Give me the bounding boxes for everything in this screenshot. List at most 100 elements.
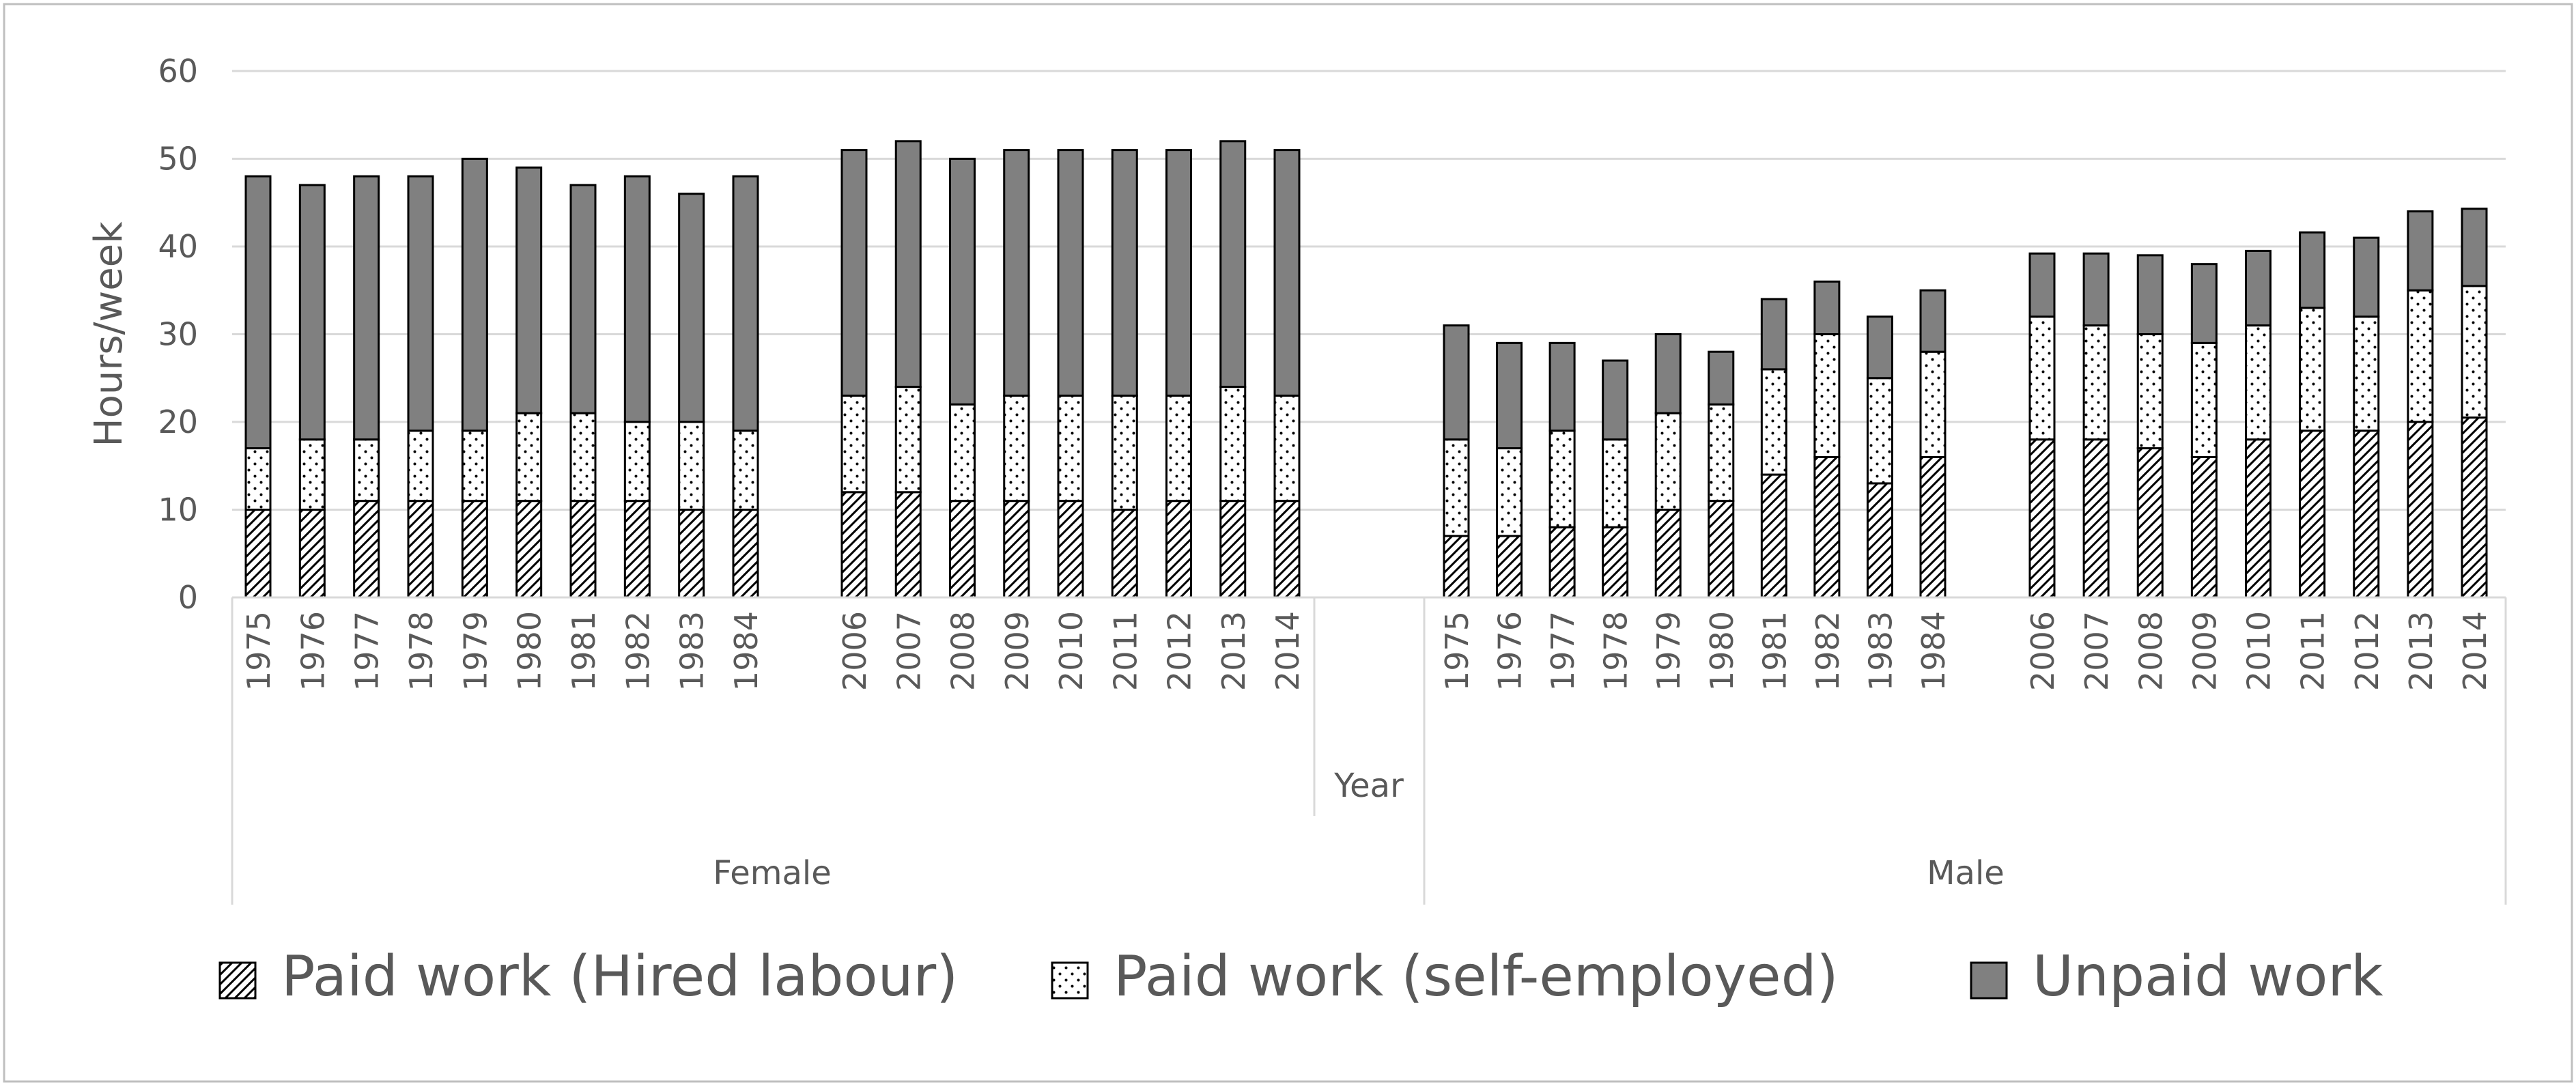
bar-segment	[2028, 315, 2056, 441]
bar-segment	[732, 175, 759, 432]
legend-label: Paid work (Hired labour)	[281, 944, 958, 1009]
bar-segment	[1165, 500, 1192, 599]
bar-segment	[732, 429, 759, 511]
y-tick-label: 20	[158, 404, 198, 440]
bar-segment	[244, 509, 272, 599]
bar-segment	[569, 412, 597, 503]
bar-segment	[2245, 249, 2271, 327]
bar-segment	[515, 500, 543, 599]
bar-segment	[1443, 535, 1470, 599]
bar-segment	[1708, 500, 1735, 599]
bar-segment	[1813, 455, 1841, 599]
bar-segment	[1602, 526, 1629, 599]
bar-segment	[1919, 455, 1947, 599]
bar-segment	[1760, 368, 1787, 476]
legend-label: Unpaid work	[2033, 944, 2383, 1009]
year-axis-label: Year	[1333, 767, 1404, 805]
bar-segment	[407, 500, 434, 599]
bar-segment	[569, 500, 597, 599]
bar-segment	[2353, 429, 2380, 599]
bar-segment	[2461, 285, 2488, 419]
bar-segment	[949, 403, 976, 503]
x-tick-label: 2006	[836, 611, 873, 691]
x-tick-label: 1984	[1915, 611, 1952, 691]
bar-segment	[1548, 526, 1576, 599]
bar-segment	[2028, 252, 2056, 318]
bar-segment	[1919, 289, 1947, 353]
bar-segment	[515, 166, 543, 414]
y-tick-label: 0	[178, 579, 198, 616]
bar-segment	[1866, 482, 1893, 599]
x-tick-label: 2007	[2078, 611, 2115, 691]
bar-segment	[461, 158, 488, 432]
bar-segment	[1813, 280, 1841, 335]
bar-segment	[1443, 438, 1470, 537]
x-tick-label: 1978	[1598, 611, 1634, 691]
bar-segment	[407, 429, 434, 503]
x-tick-label: 1977	[1544, 611, 1581, 691]
bar-segment	[1654, 509, 1682, 599]
x-tick-label: 1982	[619, 611, 656, 691]
x-tick-label: 2006	[2024, 611, 2061, 691]
bar-segment	[894, 386, 922, 494]
bar-segment	[949, 500, 976, 599]
legend-swatch	[1051, 961, 1089, 1000]
x-tick-label: 2012	[2349, 611, 2386, 691]
bar-segment	[2136, 447, 2164, 599]
bar-segment	[732, 509, 759, 599]
bar-segment	[2299, 231, 2326, 309]
bar-segment	[1273, 149, 1301, 397]
x-tick-label: 1976	[294, 611, 331, 691]
x-tick-label: 2007	[890, 611, 927, 691]
bar-segment	[1111, 394, 1138, 511]
bar-segment	[1496, 535, 1523, 599]
group-label: Male	[1927, 854, 2005, 892]
bar-segment	[2407, 421, 2434, 599]
bar-segment	[1708, 403, 1735, 503]
gridlines	[232, 70, 2506, 511]
bar-segment	[1602, 438, 1629, 528]
x-tick-label: 1975	[1439, 611, 1475, 691]
x-axis: 1975 1976 1977 1978 1979 1980 1981 1982 1983 1984…	[231, 596, 2507, 905]
bar-segment	[1219, 386, 1247, 503]
x-tick-label: 1982	[1809, 611, 1846, 691]
bar-segment	[1919, 350, 1947, 458]
x-tick-label: 2011	[1107, 611, 1144, 691]
bars	[244, 140, 2488, 599]
bar-segment	[949, 158, 976, 406]
bar-segment	[244, 175, 272, 450]
legend-label: Paid work (self-employed)	[1114, 944, 1839, 1009]
bar-segment	[353, 500, 380, 599]
x-tick-label: 1976	[1492, 611, 1529, 691]
bar-segment	[1760, 473, 1787, 599]
x-tick-label: 2013	[2403, 611, 2439, 691]
bar-segment	[840, 149, 868, 397]
bar-segment	[1003, 394, 1030, 503]
bar-segment	[1273, 394, 1301, 503]
bar-segment	[1866, 377, 1893, 485]
legend-swatch	[1970, 961, 2008, 1000]
x-tick-label: 2010	[2241, 611, 2278, 691]
bar-segment	[2245, 324, 2271, 441]
x-tick-label: 1980	[511, 611, 548, 691]
bar-segment	[623, 421, 651, 503]
x-tick-label: 2012	[1161, 611, 1198, 691]
bar-segment	[569, 184, 597, 414]
bar-segment	[1602, 359, 1629, 441]
bar-segment	[840, 394, 868, 494]
bar-segment	[1548, 341, 1576, 432]
bar-segment	[1548, 429, 1576, 528]
bar-segment	[1057, 149, 1084, 397]
bar-segment	[298, 438, 326, 511]
bar-segment	[1003, 149, 1030, 397]
bar-segment	[1165, 149, 1192, 397]
x-tick-label: 1981	[1756, 611, 1793, 691]
bar-segment	[623, 500, 651, 599]
bar-segment	[1219, 140, 1247, 388]
y-axis: 0 10 20 30 40 50 60 Hours/week	[87, 53, 198, 616]
y-tick-label: 40	[158, 228, 198, 265]
y-tick-label: 30	[158, 316, 198, 353]
bar-segment	[1003, 500, 1030, 599]
